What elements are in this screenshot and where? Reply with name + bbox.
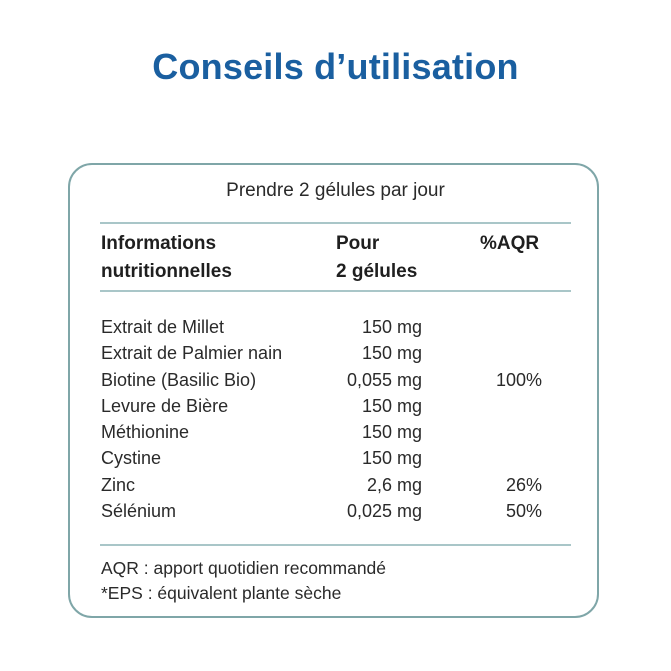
divider-top — [100, 222, 571, 224]
table-row: Levure de Bière 150 mg — [0, 393, 671, 419]
header-nutrition-info-line2: nutritionnelles — [101, 261, 232, 282]
table-row: Cystine 150 mg — [0, 445, 671, 471]
table-row: Extrait de Palmier nain 150 mg — [0, 340, 671, 366]
divider-header — [100, 290, 571, 292]
table-row: Extrait de Millet 150 mg — [0, 314, 671, 340]
nutrition-table-body: Extrait de Millet 150 mg Extrait de Palm… — [0, 314, 671, 524]
table-row: Zinc 2,6 mg 26% — [0, 472, 671, 498]
ingredient-aqr: 26% — [505, 474, 542, 495]
table-row: Sélénium 0,025 mg 50% — [0, 498, 671, 524]
header-nutrition-info: Informations nutritionnelles — [101, 230, 232, 286]
ingredient-amount: 150 mg — [361, 317, 422, 337]
ingredient-amount: 0,025 mg — [346, 501, 422, 522]
footnote-eps: *EPS : équivalent plante sèche — [101, 583, 342, 603]
ingredient-name: Biotine (Basilic Bio) — [101, 369, 257, 390]
ingredient-name: Zinc — [101, 474, 136, 495]
ingredient-name: Méthionine — [101, 422, 190, 443]
header-nutrition-info-line1: Informations — [101, 233, 217, 254]
ingredient-amount: 150 mg — [361, 422, 422, 443]
ingredient-amount: 150 mg — [361, 448, 422, 469]
ingredient-aqr: 100% — [495, 369, 542, 390]
ingredient-name: Sélénium — [101, 501, 177, 522]
table-row: Méthionine 150 mg — [0, 419, 671, 445]
header-per-dose-line2: 2 gélules — [336, 261, 418, 282]
table-row: Biotine (Basilic Bio) 0,055 mg 100% — [0, 367, 671, 393]
ingredient-name: Cystine — [101, 448, 162, 469]
ingredient-amount: 2,6 mg — [366, 474, 422, 495]
ingredient-amount: 150 mg — [361, 395, 422, 416]
header-per-dose-line1: Pour — [336, 233, 380, 254]
ingredient-aqr: 50% — [505, 501, 542, 522]
ingredient-name: Extrait de Millet — [101, 317, 225, 337]
usage-card — [68, 163, 599, 618]
header-per-dose: Pour 2 gélules — [336, 230, 417, 286]
header-aqr: %AQR — [480, 230, 539, 258]
divider-footer — [100, 544, 571, 546]
ingredient-name: Levure de Bière — [101, 395, 229, 416]
header-aqr-label: %AQR — [480, 233, 540, 254]
ingredient-name: Extrait de Palmier nain — [101, 343, 283, 364]
page-title: Conseils d’utilisation — [152, 46, 519, 87]
footnote-aqr: AQR : apport quotidien recommandé — [101, 558, 387, 578]
ingredient-amount: 150 mg — [361, 343, 422, 364]
dosage-instruction: Prendre 2 gélules par jour — [226, 180, 445, 201]
ingredient-amount: 0,055 mg — [346, 369, 422, 390]
